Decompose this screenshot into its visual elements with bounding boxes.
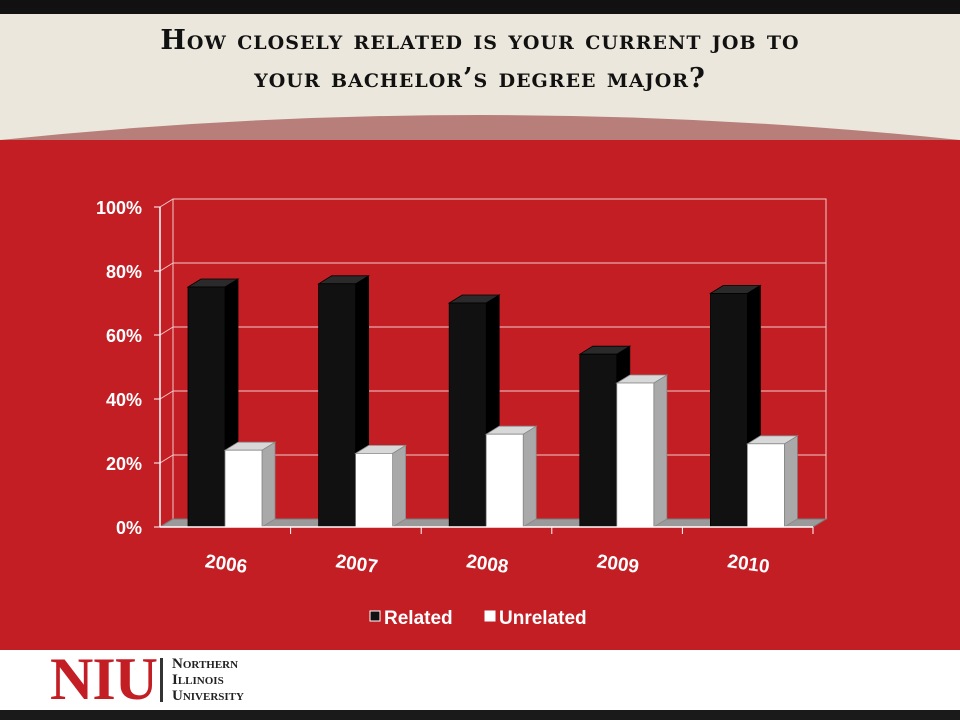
x-tick-label: 2007 <box>334 551 379 578</box>
bar-unrelated <box>484 425 538 528</box>
y-tick-label: 100% <box>96 198 142 218</box>
bar-front <box>187 286 226 528</box>
legend: Related Unrelated <box>369 608 587 629</box>
gridline-side <box>159 198 174 208</box>
bar-front <box>747 443 785 528</box>
bar-front <box>579 353 618 528</box>
gridline-side <box>159 390 174 400</box>
gridline-side <box>159 262 174 272</box>
bar-side <box>784 435 798 528</box>
gridline-side <box>159 454 174 464</box>
title-line-2: your bachelor’s degree major? <box>254 63 706 94</box>
bar-side <box>653 374 668 528</box>
bar-front <box>318 283 357 528</box>
wordmark-line-1: Northern <box>172 656 239 672</box>
bar-front <box>710 292 748 528</box>
legend-label: Unrelated <box>499 608 587 629</box>
title-line-1: How closely related is your current job … <box>160 25 800 56</box>
bar-unrelated <box>354 444 408 528</box>
legend-label: Related <box>384 608 453 629</box>
y-tick-label: 20% <box>106 454 142 474</box>
y-tick-label: 0% <box>116 518 142 538</box>
wordmark-line-2: Illinois <box>172 672 224 688</box>
bar-side <box>392 444 407 528</box>
legend-item: Related <box>369 608 453 629</box>
legend-swatch <box>369 610 381 622</box>
wordmark-line-3: University <box>172 688 244 704</box>
bar-layer <box>186 275 799 528</box>
y-tick-label: 80% <box>106 262 142 282</box>
university-wordmark: Northern Illinois University <box>172 656 244 704</box>
niu-logo-mark: NIU <box>50 646 158 712</box>
bar-side <box>522 425 537 528</box>
bar-front <box>448 302 487 528</box>
legend-item: Unrelated <box>484 608 587 629</box>
bar-front <box>355 452 394 528</box>
bar-unrelated <box>745 435 799 528</box>
legend-swatch <box>484 610 496 622</box>
page-title: How closely related is your current job … <box>20 22 940 98</box>
gridline-side <box>159 326 174 336</box>
top-bar <box>0 0 960 14</box>
x-tick-label: 2008 <box>465 551 510 578</box>
bar-front <box>616 382 655 528</box>
bar-unrelated <box>615 374 669 528</box>
bar-front <box>485 433 524 528</box>
bar-side <box>261 441 276 528</box>
axis-layer: 0% 20% 40% 60% 80% 100% 2006 2007 2008 2009 2010 <box>96 198 814 578</box>
bar-front <box>224 449 263 528</box>
x-tick-label: 2010 <box>726 551 771 578</box>
bottom-bar <box>0 710 960 720</box>
x-tick-label: 2009 <box>595 551 640 578</box>
y-tick-label: 60% <box>106 326 142 346</box>
logo-divider <box>160 658 163 702</box>
x-tick-label: 2006 <box>204 551 249 578</box>
y-tick-label: 40% <box>106 390 142 410</box>
bar-unrelated <box>223 441 277 528</box>
